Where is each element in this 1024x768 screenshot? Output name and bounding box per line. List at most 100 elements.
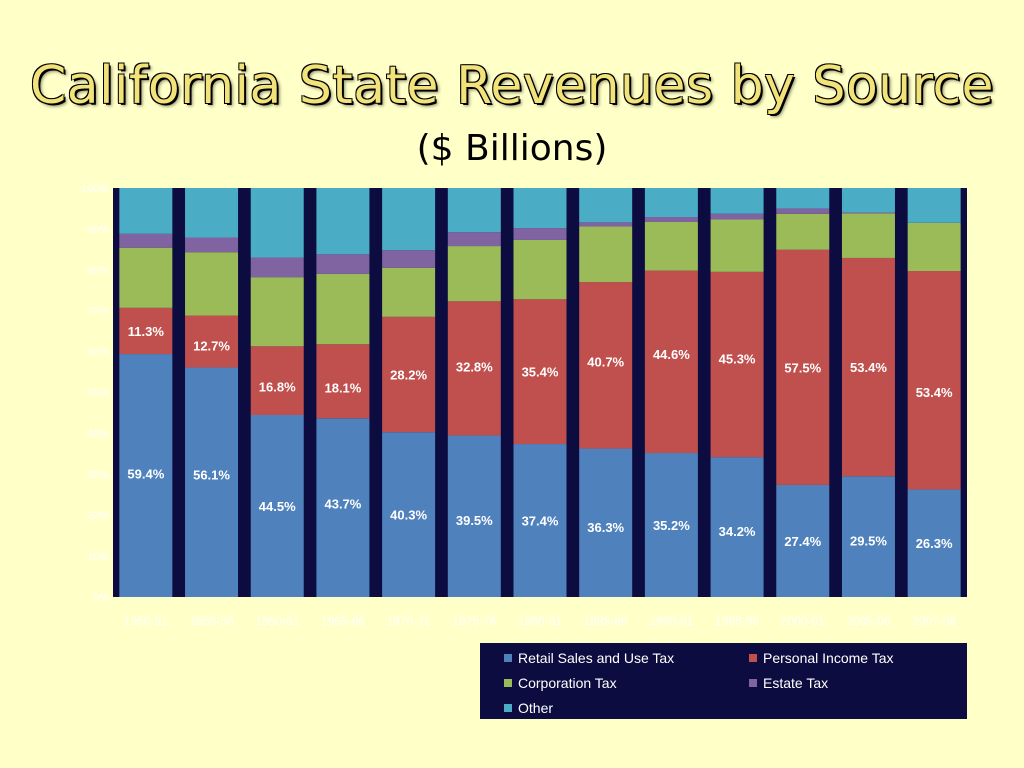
bar-segment — [185, 315, 239, 368]
data-label: 57.5% — [784, 360, 821, 375]
data-label: 16.8% — [259, 380, 296, 395]
chart-legend: Retail Sales and Use Tax Personal Income … — [480, 643, 967, 719]
y-tick-label: 80% — [87, 265, 109, 277]
legend-item: Other — [504, 700, 553, 716]
bar-segment — [185, 237, 239, 253]
data-label: 39.5% — [456, 513, 493, 528]
bar-segment — [841, 476, 895, 597]
bar-segment — [316, 418, 370, 597]
bar-segment — [447, 232, 501, 247]
bar-segment — [644, 217, 698, 222]
legend-item: Estate Tax — [749, 675, 828, 691]
legend-label: Corporation Tax — [518, 675, 617, 691]
data-label: 34.2% — [719, 524, 756, 539]
bar-segment — [841, 188, 895, 213]
x-tick-label: 1960-61 — [255, 614, 299, 628]
data-label: 36.3% — [587, 520, 624, 535]
bar-segment — [907, 188, 961, 223]
bar-segment — [776, 188, 830, 209]
data-label: 56.1% — [193, 467, 230, 482]
x-tick-label: 1995-96 — [715, 614, 759, 628]
data-label: 29.5% — [850, 534, 887, 549]
bar-segment — [316, 254, 370, 274]
y-tick-label: 50% — [87, 388, 109, 400]
bar-segment — [579, 188, 633, 223]
bar-segment — [513, 299, 567, 445]
y-tick-label: 30% — [87, 469, 109, 481]
legend-item: Personal Income Tax — [749, 650, 893, 666]
bar-segment — [316, 273, 370, 345]
data-label: 40.7% — [587, 354, 624, 369]
y-tick-label: 70% — [87, 306, 109, 318]
legend-label: Estate Tax — [763, 675, 829, 691]
legend-swatch — [504, 704, 512, 712]
x-tick-label: 1990-91 — [649, 614, 693, 628]
data-label: 26.3% — [916, 536, 953, 551]
legend-swatch — [749, 679, 757, 687]
data-label: 11.3% — [128, 324, 165, 339]
bar-segment — [776, 249, 830, 485]
x-tick-label: 1970-71 — [387, 614, 431, 628]
x-tick-label: 1965-66 — [321, 614, 365, 628]
bar-segment — [776, 484, 830, 597]
bar-segment — [841, 257, 895, 477]
bar-segment — [447, 246, 501, 302]
data-label: 32.8% — [456, 359, 493, 374]
bar-segment — [185, 252, 239, 316]
bar-segment — [250, 346, 304, 415]
bar-segment — [710, 213, 764, 220]
bar-segment — [644, 270, 698, 454]
bar-segment — [185, 188, 239, 238]
bar-segment — [447, 188, 501, 233]
y-tick-label: 60% — [87, 347, 109, 359]
bar-segment — [710, 457, 764, 597]
x-tick-label: 1950-51 — [124, 614, 168, 628]
bar-segment — [185, 367, 239, 597]
bar-segment — [644, 221, 698, 271]
x-tick-label: 1985-86 — [584, 614, 628, 628]
data-label: 45.3% — [719, 351, 756, 366]
bar-segment — [447, 301, 501, 436]
data-label: 53.4% — [916, 385, 953, 400]
bar-segment — [250, 257, 304, 278]
bar-segment — [513, 239, 567, 300]
bar-segment — [119, 354, 173, 597]
legend-label: Other — [518, 700, 554, 716]
bar-segment — [907, 222, 961, 272]
bar-segment — [250, 188, 304, 258]
bar-segment — [710, 219, 764, 272]
legend-label: Personal Income Tax — [763, 650, 894, 666]
data-label: 59.4% — [127, 467, 164, 482]
bar-segment — [841, 213, 895, 258]
y-tick-label: 90% — [87, 224, 109, 236]
bar-segment — [710, 271, 764, 458]
legend-item: Corporation Tax — [504, 675, 617, 691]
y-tick-label: 100% — [81, 183, 109, 195]
bar-segment — [907, 271, 961, 490]
data-label: 12.7% — [193, 339, 230, 354]
data-label: 53.4% — [850, 360, 887, 375]
bar-segment — [513, 188, 567, 229]
bar-segment — [382, 316, 436, 433]
bar-segment — [382, 267, 436, 317]
x-tick-label: 1955-56 — [190, 614, 234, 628]
bar-segment — [382, 188, 436, 251]
bar-segment — [119, 233, 173, 248]
data-label: 37.4% — [522, 514, 559, 529]
bar-segment — [119, 188, 173, 234]
legend-swatch — [504, 679, 512, 687]
bar-segment — [447, 435, 501, 597]
bar-segment — [579, 226, 633, 283]
bar-segment — [513, 228, 567, 240]
x-tick-label: 2007-08 — [912, 614, 956, 628]
bar-segment — [841, 212, 895, 214]
legend-swatch — [749, 654, 757, 662]
legend-label: Retail Sales and Use Tax — [518, 650, 675, 666]
bar-segment — [710, 188, 764, 214]
bar-segment — [776, 213, 830, 250]
y-tick-label: 40% — [87, 428, 109, 440]
bar-segment — [316, 188, 370, 255]
legend-swatch — [504, 654, 512, 662]
bar-segment — [382, 432, 436, 597]
bar-segment — [579, 282, 633, 449]
